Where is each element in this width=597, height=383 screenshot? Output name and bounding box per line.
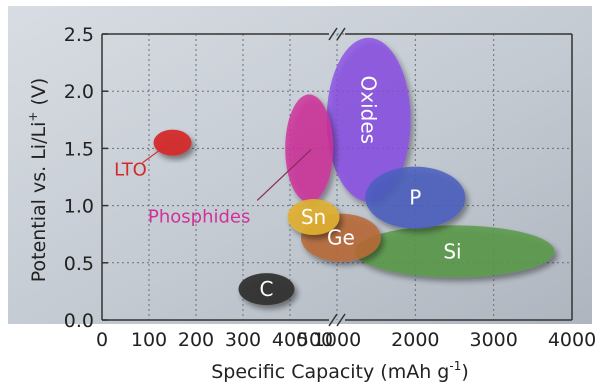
- axes: [101, 27, 573, 327]
- x-tick-label: 1000: [313, 329, 361, 351]
- x-tick-label: 100: [131, 329, 167, 351]
- x-tick-label: 500: [297, 329, 333, 351]
- annotations: Si Ge Oxides P Sn C LTO Phosphides: [114, 76, 461, 302]
- data-point-phosphides: [285, 94, 334, 203]
- x-tick-label: 200: [178, 329, 214, 351]
- x-tick-label: 2000: [391, 329, 439, 351]
- x-axis-title: Specific Capacity (mAh g-1): [211, 359, 469, 383]
- y-axis-title: Potential vs. Li/Li+ (V): [26, 78, 50, 283]
- x-tick-label: 300: [225, 329, 261, 351]
- label-ge: Ge: [327, 226, 355, 250]
- data-point-lto: [153, 129, 192, 156]
- label-si: Si: [443, 239, 461, 263]
- y-tick-label: 0.5: [64, 253, 94, 275]
- y-tick-label: 2.0: [64, 81, 94, 103]
- blobs: [153, 37, 555, 306]
- data-point-oxides: [326, 37, 411, 202]
- y-tick-label: 1.5: [64, 138, 94, 160]
- label-oxides: Oxides: [357, 76, 381, 145]
- data-point-sn: [287, 199, 340, 236]
- label-p: P: [409, 186, 421, 210]
- leader-line-phosphides: [256, 148, 312, 201]
- label-c: C: [260, 277, 274, 301]
- label-lto: LTO: [114, 160, 147, 181]
- x-tick-label: 4000: [548, 329, 596, 351]
- y-tick-label: 1.0: [64, 196, 94, 218]
- axis-break-mark: [336, 313, 346, 327]
- leader-line-lto: [142, 146, 165, 164]
- y-tick-label: 2.5: [64, 24, 94, 46]
- data-point-si: [354, 225, 555, 278]
- data-point-c: [238, 273, 295, 306]
- y-tick-label: 0.0: [64, 310, 94, 332]
- label-sn: Sn: [301, 205, 326, 229]
- label-phosphides: Phosphides: [148, 206, 250, 227]
- x-tick-label: 400: [272, 329, 308, 351]
- x-tick-label: 3000: [469, 329, 517, 351]
- axis-break-mark: [328, 27, 338, 41]
- axis-break-mark: [328, 313, 338, 327]
- axis-break-mark: [336, 27, 346, 41]
- x-tick-label: 0: [96, 329, 108, 351]
- data-point-p: [365, 166, 466, 229]
